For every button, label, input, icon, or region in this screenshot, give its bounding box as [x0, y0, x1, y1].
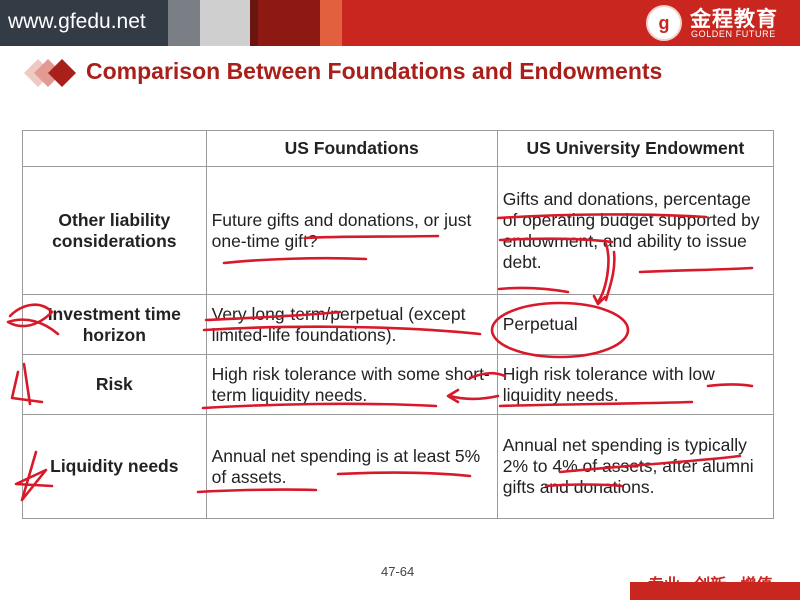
page-title: Comparison Between Foundations and Endow…	[86, 58, 663, 84]
footer-slogan: 专业 · 创新 · 增值	[648, 577, 773, 594]
table-row: Investment time horizon Very long-term/p…	[22, 294, 775, 355]
header-stripe	[168, 0, 200, 46]
foundations-cell: Annual net spending is at least 5% of as…	[205, 414, 498, 519]
page-number: 47-64	[381, 564, 415, 579]
table-row: Risk High risk tolerance with some short…	[22, 354, 775, 415]
table-header-row: US Foundations US University Endowment	[22, 130, 775, 167]
row-label: Liquidity needs	[22, 414, 207, 519]
endowment-cell: Gifts and donations, percentage of opera…	[496, 166, 775, 295]
foundations-cell: Very long-term/perpetual (except limited…	[205, 294, 498, 355]
endowment-cell: Perpetual	[496, 294, 775, 355]
header-stripe	[250, 0, 258, 46]
row-label: Investment time horizon	[22, 294, 207, 355]
logo-english-name: GOLDEN FUTURE	[691, 29, 776, 39]
footer-bar	[630, 582, 800, 600]
header-stripe	[320, 0, 342, 46]
table-row: Other liability considerations Future gi…	[22, 166, 775, 295]
diamond-bullet-icon	[24, 59, 76, 87]
logo-chinese-name: 金程教育	[690, 8, 778, 31]
row-label: Risk	[22, 354, 207, 415]
header-cell-endowment: US University Endowment	[496, 130, 775, 167]
row-label: Other liability considerations	[22, 166, 207, 295]
header-stripe	[200, 0, 250, 46]
foundations-cell: Future gifts and donations, or just one-…	[205, 166, 498, 295]
foundations-cell: High risk tolerance with some short-term…	[205, 354, 498, 415]
endowment-cell: Annual net spending is typically 2% to 4…	[496, 414, 775, 519]
table-row: Liquidity needs Annual net spending is a…	[22, 414, 775, 519]
comparison-table: US Foundations US University Endowment O…	[22, 130, 775, 519]
header-cell-foundations: US Foundations	[205, 130, 498, 167]
header-cell-empty	[22, 130, 207, 167]
site-url: www.gfedu.net	[0, 0, 168, 46]
header-stripe	[258, 0, 320, 46]
logo-seal-icon: g	[646, 5, 682, 41]
endowment-cell: High risk tolerance with low liquidity n…	[496, 354, 775, 415]
